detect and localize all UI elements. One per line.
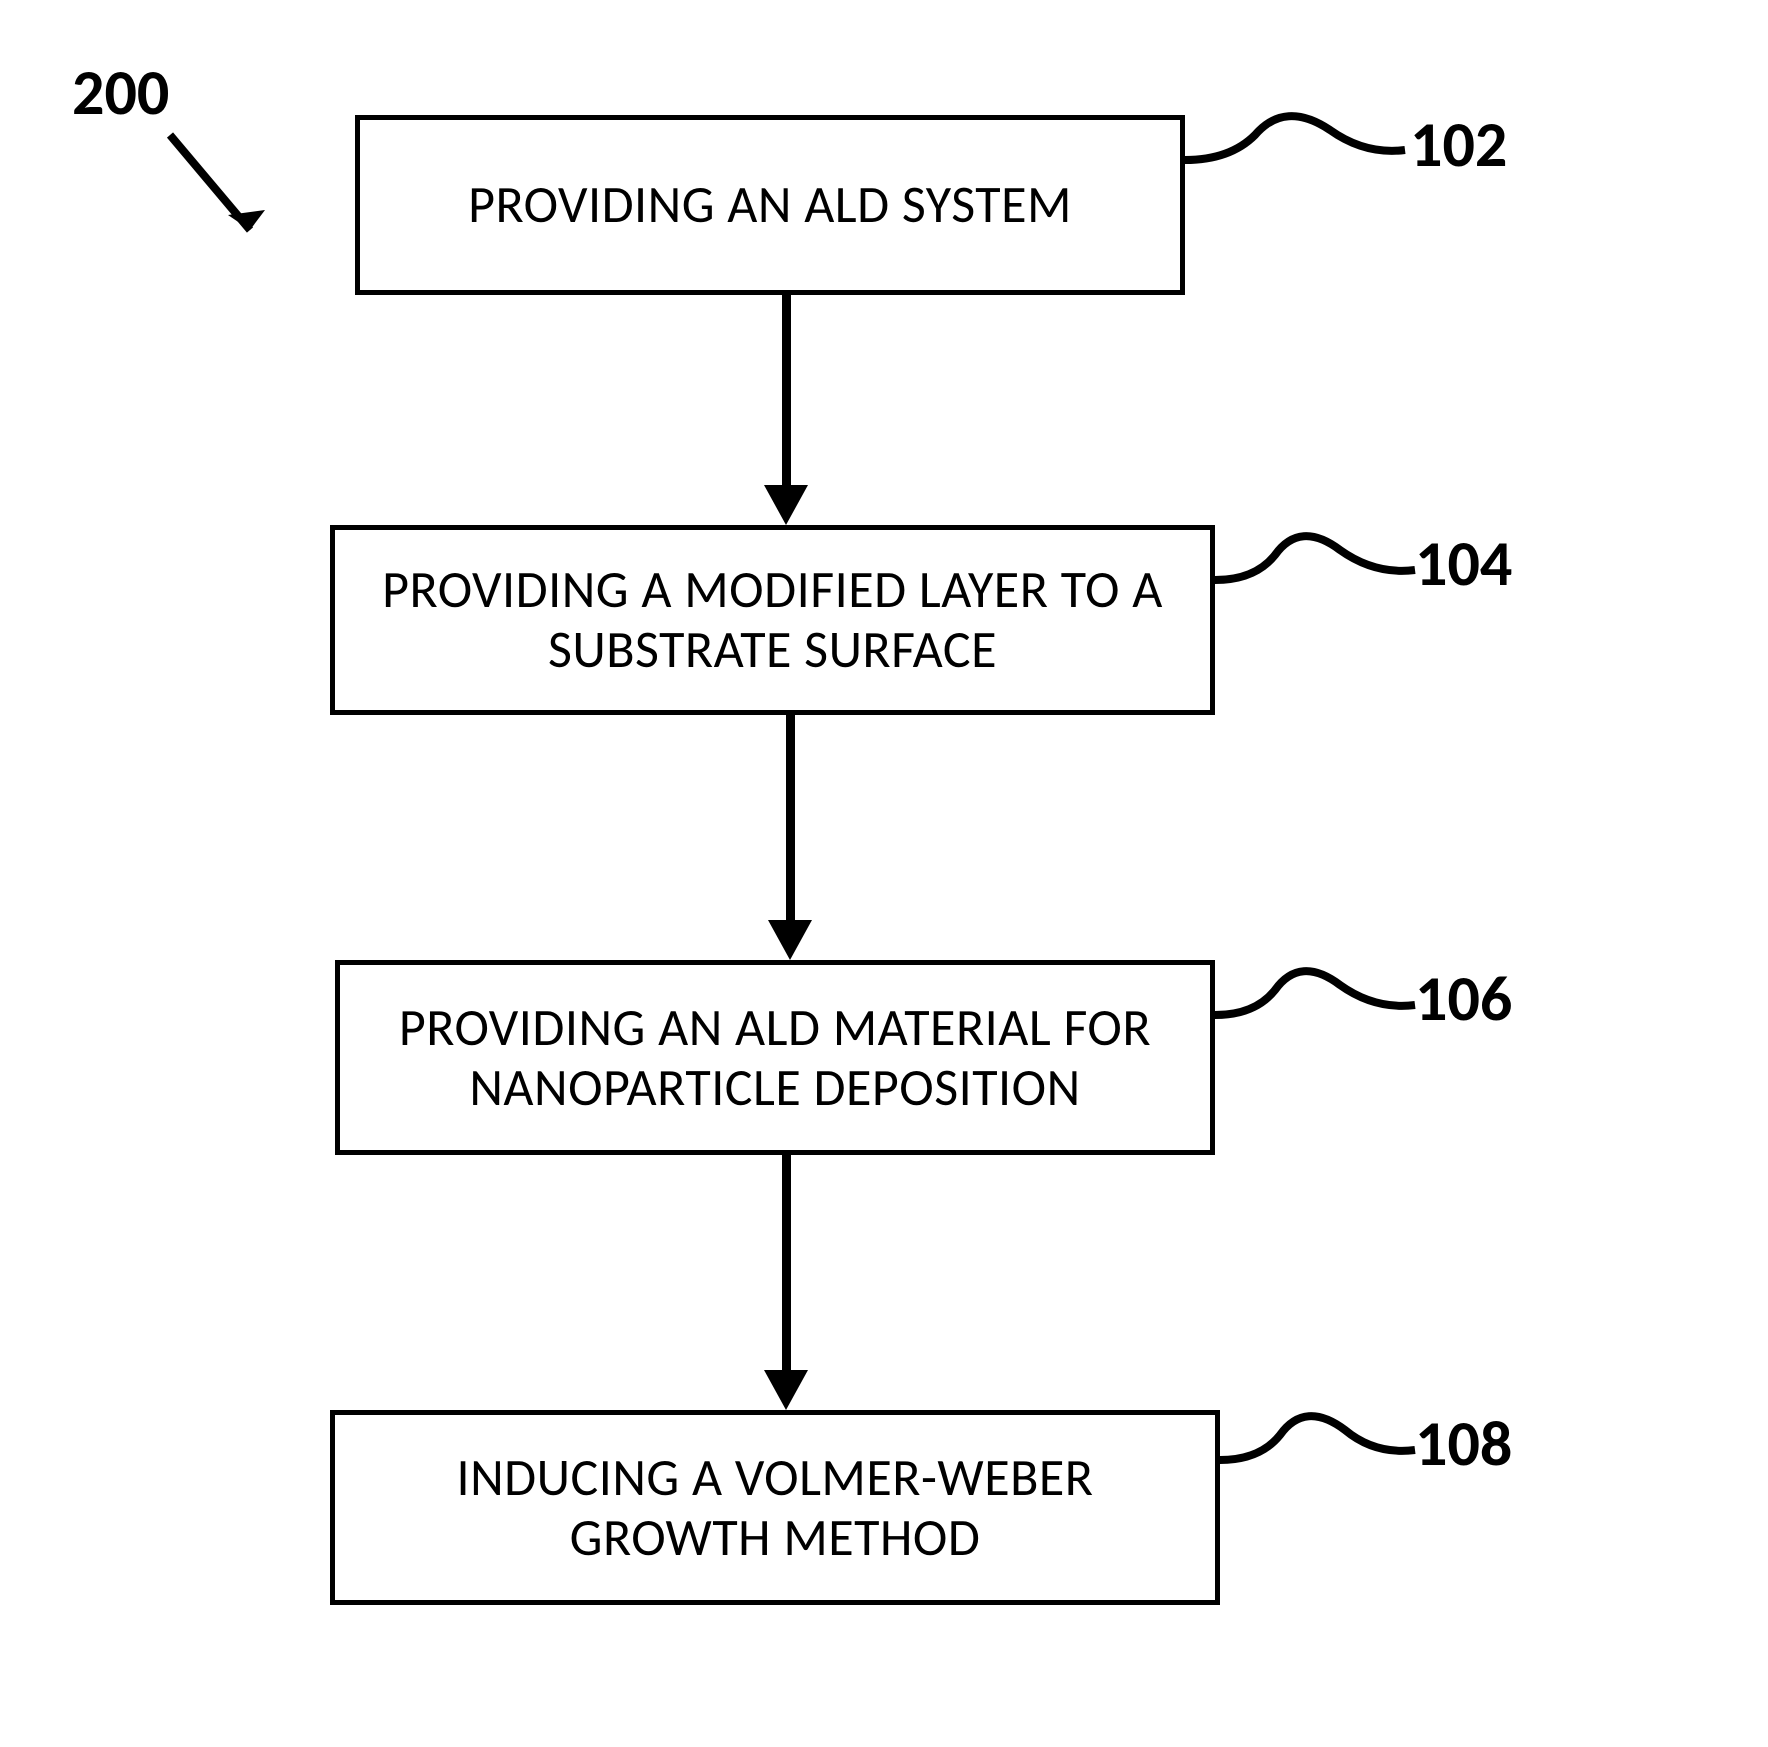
flow-box-4-text: INDUCING A VOLMER-WEBERGROWTH METHOD [457, 1448, 1094, 1568]
ref-label-102: 102 [1410, 106, 1507, 184]
flow-box-4: INDUCING A VOLMER-WEBERGROWTH METHOD [330, 1410, 1220, 1605]
ref-label-106: 106 [1415, 960, 1512, 1038]
flow-box-3: PROVIDING AN ALD MATERIAL FORNANOPARTICL… [335, 960, 1215, 1155]
ref-label-108: 108 [1415, 1405, 1512, 1483]
arrow-3 [764, 1155, 808, 1410]
ref-label-104: 104 [1415, 525, 1512, 603]
label-connector-104 [1215, 525, 1420, 645]
flow-box-2-text: PROVIDING A MODIFIED LAYER TO ASUBSTRATE… [382, 560, 1163, 680]
flow-box-1-text: PROVIDING AN ALD SYSTEM [468, 175, 1072, 235]
arrow-1 [764, 295, 808, 525]
arrow-2 [768, 715, 812, 960]
flow-box-2: PROVIDING A MODIFIED LAYER TO ASUBSTRATE… [330, 525, 1215, 715]
pointer-arrow-200 [150, 120, 310, 320]
label-connector-102 [1185, 105, 1415, 225]
flow-box-1: PROVIDING AN ALD SYSTEM [355, 115, 1185, 295]
label-connector-106 [1215, 960, 1420, 1080]
flow-box-3-text: PROVIDING AN ALD MATERIAL FORNANOPARTICL… [399, 998, 1151, 1118]
label-connector-108 [1220, 1405, 1420, 1525]
